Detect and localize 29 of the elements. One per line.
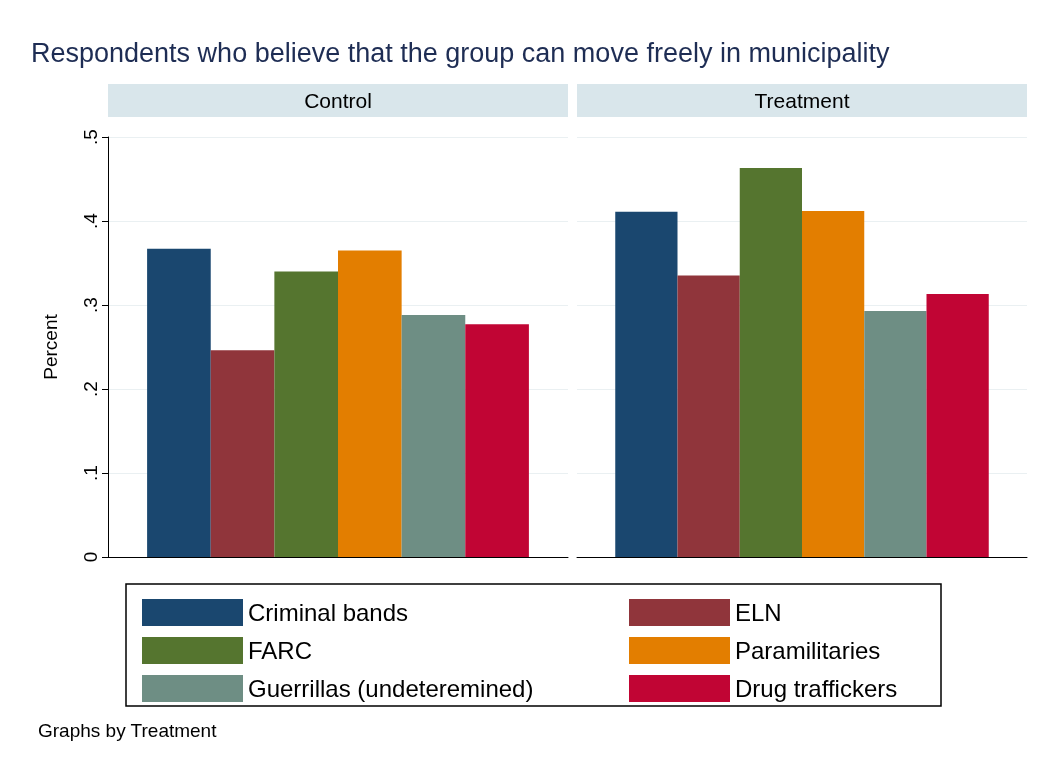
legend-label: Guerrillas (undeteremined) (248, 675, 534, 702)
bar (210, 350, 275, 557)
chart-title: Respondents who believe that the group can move freely in municipality (31, 37, 890, 68)
y-tick-label: .2 (80, 381, 101, 397)
y-tick-label: 0 (80, 551, 101, 563)
legend-label: Drug traffickers (735, 675, 898, 702)
bar (147, 248, 211, 557)
bar (739, 168, 802, 557)
x-tick-label: Control (304, 89, 372, 112)
bar (274, 271, 338, 557)
bar (338, 250, 402, 557)
bar (401, 315, 466, 557)
text: Graphs by Treatment (38, 720, 218, 741)
y-axis-title: Percent (40, 313, 61, 380)
y-tick-label: .3 (80, 297, 101, 313)
y-tick-label: .1 (80, 465, 101, 481)
legend-label: Paramilitaries (735, 637, 881, 664)
legend-label: ELN (735, 599, 782, 626)
bar (802, 210, 865, 557)
legend-label: FARC (248, 637, 313, 664)
bar (864, 310, 927, 557)
y-tick-label: .4 (80, 212, 101, 229)
bar (677, 275, 740, 557)
x-tick-label: Treatment (754, 89, 850, 112)
legend-label: Criminal bands (248, 599, 409, 626)
bar (926, 294, 989, 557)
y-tick-label: .5 (80, 129, 101, 145)
bar (615, 211, 678, 557)
bar (465, 324, 529, 557)
